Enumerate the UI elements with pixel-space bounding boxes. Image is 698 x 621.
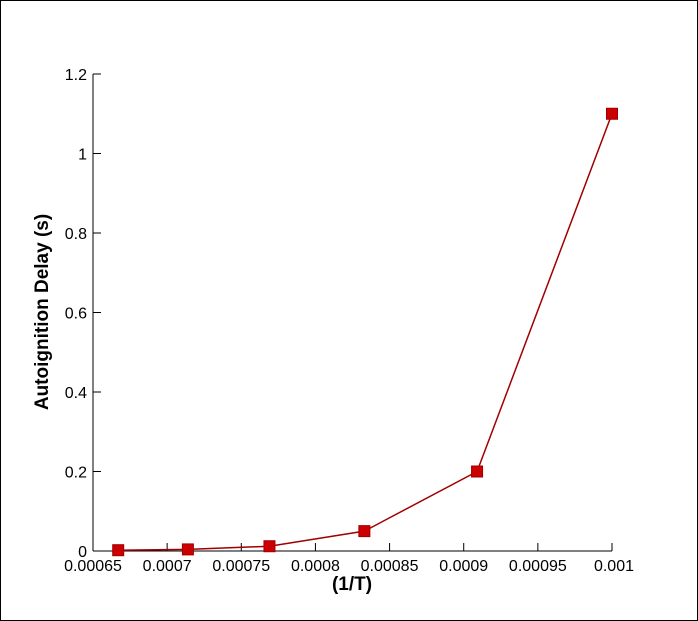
- x-tick-label: 0.00085: [361, 558, 419, 575]
- marker: [606, 107, 618, 120]
- marker: [263, 540, 276, 553]
- x-axis-label: (1/T): [332, 574, 372, 595]
- y-tick-label: 0.8: [65, 226, 87, 243]
- x-tick-label: 0.00065: [64, 558, 122, 575]
- x-tick-label: 0.001: [594, 558, 634, 575]
- y-axis-label: Autoignition Delay (s): [32, 214, 53, 410]
- x-tick-label: 0.00095: [509, 558, 567, 575]
- y-tick-label: 1.2: [65, 67, 87, 84]
- x-tick-label: 0.0007: [143, 558, 192, 575]
- marker: [471, 465, 484, 478]
- marker: [112, 544, 125, 557]
- x-tick-label: 0.0009: [439, 558, 488, 575]
- y-tick-label: 0.4: [65, 385, 87, 402]
- x-tick-label: 0.00075: [212, 558, 270, 575]
- marker: [181, 543, 194, 556]
- series-line: [118, 113, 613, 551]
- y-tick-label: 0: [78, 544, 87, 561]
- x-tick-label: 0.0008: [291, 558, 340, 575]
- marker: [358, 525, 371, 538]
- y-tick-label: 0.2: [65, 465, 87, 482]
- y-tick-label: 0.6: [65, 306, 87, 323]
- y-tick-label: 1: [78, 147, 87, 164]
